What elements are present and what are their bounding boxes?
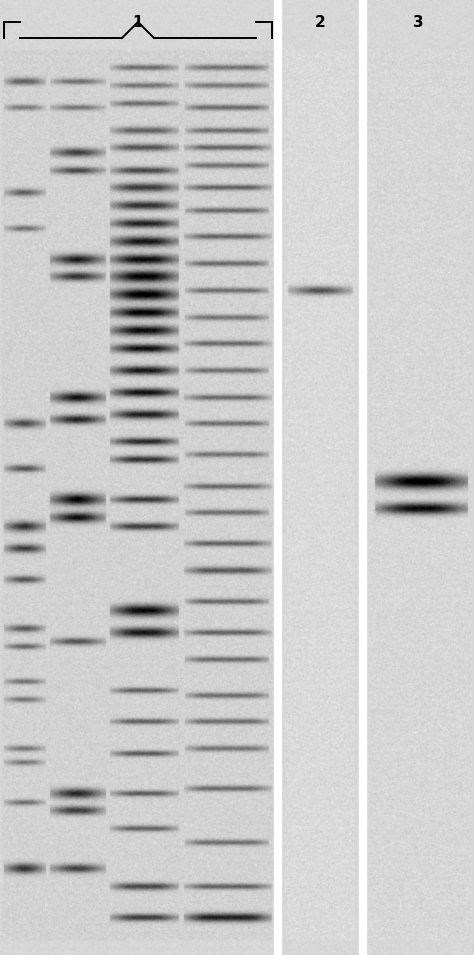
Text: 2: 2 <box>315 14 325 30</box>
Text: 3: 3 <box>413 14 423 30</box>
Text: 1: 1 <box>133 14 143 30</box>
